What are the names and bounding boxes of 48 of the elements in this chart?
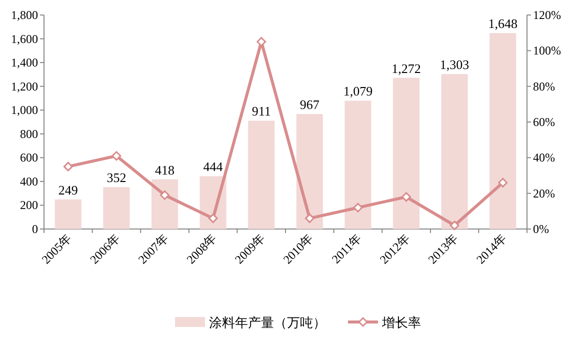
point	[498, 178, 508, 188]
point	[256, 37, 266, 46]
point	[63, 162, 73, 172]
y-tick-label: 800	[20, 126, 38, 141]
bar	[248, 120, 275, 229]
y-tick-label: 400	[20, 174, 38, 188]
y2-tick-label: 0%	[533, 222, 549, 236]
legend-label: 增长率	[381, 315, 421, 330]
y2-tick-label: 20%	[533, 186, 555, 200]
point	[450, 220, 460, 230]
bar	[392, 78, 420, 229]
y-tick-label: 1,400	[11, 56, 38, 70]
data-label: 911	[252, 104, 271, 119]
y2-tick-label: 100%	[533, 44, 561, 58]
bar	[54, 199, 82, 229]
point	[402, 192, 411, 202]
y-tick-label: 1,800	[11, 8, 38, 22]
y2-tick-label: 120%	[533, 8, 561, 22]
data-label: 249	[58, 182, 78, 198]
bar	[296, 114, 323, 229]
point	[112, 151, 122, 161]
data-label: 967	[300, 97, 320, 112]
y-tick-label: 0	[32, 222, 38, 236]
data-label: 418	[155, 162, 174, 178]
data-label: 1,272	[392, 60, 421, 76]
y-tick-label: 600	[20, 150, 38, 165]
data-label: 444	[203, 159, 224, 174]
point	[353, 202, 363, 212]
y-tick-label: 1,000	[11, 103, 38, 118]
bar	[151, 179, 178, 229]
y-tick-label: 1,200	[11, 79, 38, 94]
bar	[103, 187, 130, 229]
point	[304, 214, 314, 224]
data-label: 1,648	[488, 16, 518, 32]
y2-tick-label: 60%	[533, 115, 555, 129]
data-label: 1,303	[440, 57, 470, 72]
bar	[344, 100, 372, 229]
y2-tick-label: 80%	[533, 79, 555, 94]
point	[208, 214, 218, 224]
bar	[490, 33, 516, 229]
bar	[441, 74, 468, 229]
data-label: 352	[106, 170, 126, 186]
legend-label: 涂料年产量（万吨）	[209, 315, 326, 330]
y2-tick-label: 40%	[533, 150, 555, 165]
y-tick-label: 1,600	[11, 32, 38, 46]
point	[160, 190, 170, 200]
y-tick-label: 200	[20, 198, 38, 212]
data-label: 1,079	[343, 84, 373, 99]
